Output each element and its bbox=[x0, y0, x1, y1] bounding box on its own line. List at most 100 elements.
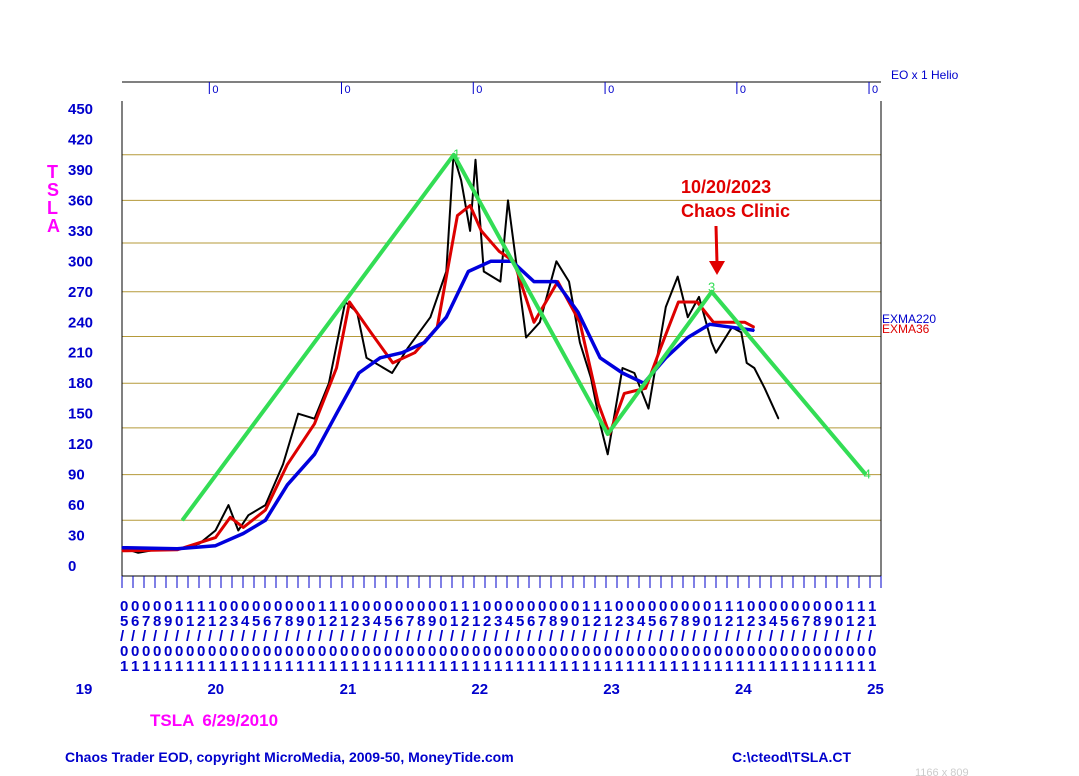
month-digit: 0 bbox=[175, 613, 183, 630]
point-tsla bbox=[297, 413, 299, 415]
y-tick-label: 120 bbox=[68, 436, 93, 453]
month-digit: 1 bbox=[604, 598, 612, 615]
month-digit: 0 bbox=[802, 598, 810, 615]
month-digit: 1 bbox=[714, 658, 722, 675]
top-tick-label: 0 bbox=[740, 84, 746, 96]
subtitle-start-date: 6/29/2010 bbox=[202, 711, 278, 730]
point-tsla bbox=[607, 453, 609, 455]
month-digit: 1 bbox=[373, 658, 381, 675]
month-digit: / bbox=[538, 628, 543, 645]
month-digit: 0 bbox=[131, 643, 139, 660]
month-digit: 1 bbox=[417, 658, 425, 675]
month-digit: / bbox=[417, 628, 422, 645]
labels: 4504203903603303002702402101801501209060… bbox=[47, 84, 884, 698]
month-digit: 1 bbox=[571, 658, 579, 675]
point-tsla bbox=[539, 321, 541, 323]
point-exma220 bbox=[313, 453, 316, 455]
month-digit: 0 bbox=[131, 598, 139, 615]
month-digit: / bbox=[318, 628, 323, 645]
month-digit: 1 bbox=[824, 658, 832, 675]
month-digit: 0 bbox=[560, 643, 568, 660]
month-digit: 1 bbox=[648, 658, 656, 675]
month-digit: 0 bbox=[219, 643, 227, 660]
month-digit: 0 bbox=[252, 643, 260, 660]
footer-size: 1166 x 809 bbox=[915, 767, 969, 776]
month-digit: / bbox=[208, 628, 213, 645]
y-tick-label: 90 bbox=[68, 467, 85, 484]
month-digit: 1 bbox=[340, 658, 348, 675]
point-tsla bbox=[483, 270, 485, 273]
month-digit: 1 bbox=[582, 658, 590, 675]
month-digit: 1 bbox=[670, 658, 678, 675]
month-digit: 1 bbox=[461, 598, 469, 615]
month-digit: 0 bbox=[571, 613, 579, 630]
month-digit: / bbox=[571, 628, 576, 645]
month-digit: 1 bbox=[307, 658, 315, 675]
month-digit: / bbox=[758, 628, 763, 645]
month-digit: / bbox=[681, 628, 686, 645]
month-digit: 6 bbox=[263, 613, 271, 630]
month-digit: 0 bbox=[153, 598, 161, 615]
month-digit: 2 bbox=[461, 613, 469, 630]
month-digit: / bbox=[252, 628, 257, 645]
month-digit: 0 bbox=[703, 598, 711, 615]
month-digit: 0 bbox=[417, 598, 425, 615]
month-digit: 5 bbox=[252, 613, 260, 630]
point-tsla bbox=[568, 281, 570, 283]
month-digit: 9 bbox=[164, 613, 172, 630]
month-digit: 0 bbox=[373, 598, 381, 615]
month-digit: 0 bbox=[703, 643, 711, 660]
point-exma36 bbox=[744, 321, 746, 323]
month-digit: 0 bbox=[549, 598, 557, 615]
month-digit: 1 bbox=[428, 658, 436, 675]
month-digit: 0 bbox=[791, 598, 799, 615]
month-digit: 0 bbox=[571, 598, 579, 615]
month-digit: 0 bbox=[835, 643, 843, 660]
y-tick-label: 30 bbox=[68, 528, 85, 545]
month-digit: 0 bbox=[307, 598, 315, 615]
month-digit: / bbox=[626, 628, 631, 645]
month-digit: 1 bbox=[857, 598, 865, 615]
point-projection bbox=[865, 474, 867, 476]
month-digit: 7 bbox=[538, 613, 546, 630]
month-digit: / bbox=[791, 628, 796, 645]
month-digit: / bbox=[516, 628, 521, 645]
month-digit: 9 bbox=[692, 613, 700, 630]
point-exma36 bbox=[660, 347, 662, 349]
wave-label: 1 bbox=[453, 147, 460, 162]
month-digit: 9 bbox=[824, 613, 832, 630]
month-digit: / bbox=[285, 628, 290, 645]
month-digit: 0 bbox=[747, 643, 755, 660]
month-digit: 2 bbox=[329, 613, 337, 630]
point-tsla bbox=[687, 316, 689, 318]
month-digit: / bbox=[406, 628, 411, 645]
month-digit: 0 bbox=[362, 598, 370, 615]
month-digit: 0 bbox=[120, 598, 128, 615]
month-digit: / bbox=[725, 628, 730, 645]
month-digit: 1 bbox=[868, 658, 876, 675]
point-exma36 bbox=[644, 387, 647, 389]
month-digit: 8 bbox=[285, 613, 293, 630]
point-tsla bbox=[237, 529, 239, 532]
month-digit: 3 bbox=[758, 613, 766, 630]
month-digit: 0 bbox=[835, 613, 843, 630]
month-digit: 1 bbox=[527, 658, 535, 675]
month-digit: 0 bbox=[560, 598, 568, 615]
month-digit: 0 bbox=[637, 643, 645, 660]
month-digit: 1 bbox=[175, 598, 183, 615]
month-digit: 6 bbox=[395, 613, 403, 630]
point-exma36 bbox=[456, 215, 459, 217]
month-digit: / bbox=[186, 628, 191, 645]
month-digit: 1 bbox=[626, 658, 634, 675]
month-digit: 0 bbox=[648, 598, 656, 615]
point-exma36 bbox=[597, 402, 599, 405]
month-digit: 0 bbox=[175, 643, 183, 660]
month-digit: / bbox=[582, 628, 587, 645]
month-digit: 2 bbox=[483, 613, 491, 630]
month-digit: 2 bbox=[747, 613, 755, 630]
point-tsla bbox=[677, 275, 679, 278]
month-digit: 0 bbox=[758, 643, 766, 660]
month-digit: 9 bbox=[296, 613, 304, 630]
month-digit: 1 bbox=[725, 658, 733, 675]
point-exma36 bbox=[731, 321, 733, 323]
